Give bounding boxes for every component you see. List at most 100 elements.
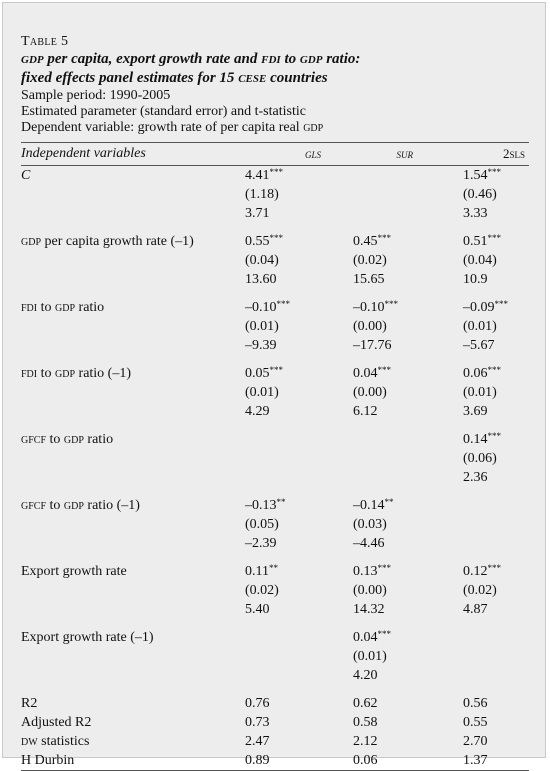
row-label: R2 [21, 694, 239, 713]
cell-tsls: 3.33 [431, 204, 529, 223]
cell-sur-value: (0.02) [353, 251, 425, 270]
cell-gls-value: (0.04) [245, 251, 317, 270]
cell-tsls: 1.37 [431, 751, 529, 771]
cell-sur-value: (0.00) [353, 383, 425, 402]
cell-sur-value: –17.76 [353, 336, 425, 355]
text-segment: gfcf [21, 498, 47, 513]
cell-value: 0.14 [463, 432, 488, 447]
cell-value: (0.00) [353, 583, 387, 598]
cell-value: 3.71 [245, 206, 270, 221]
sample-period: Sample period: 1990-2005 [21, 88, 171, 103]
cell-gls-value: 0.73 [245, 713, 317, 732]
cell-value: (0.01) [245, 319, 279, 334]
text-segment: gdp [303, 120, 324, 135]
row-label: gfcf to gdp ratio [21, 430, 239, 449]
cell-tsls-value: (0.46) [463, 185, 529, 204]
cell-value: (0.46) [463, 187, 497, 202]
cell-value: 0.62 [353, 696, 378, 711]
row-gap [21, 289, 529, 298]
row-gap [21, 421, 529, 430]
text-segment: per capita, export growth rate and [43, 51, 262, 67]
cell-sur: 15.65 [339, 270, 431, 289]
cell-gls-value: 5.40 [245, 600, 317, 619]
cell-gls [239, 628, 339, 647]
cell-sur-value: 15.65 [353, 270, 425, 289]
stats-row: dw statistics 2.47 2.12 2.70 [21, 732, 529, 751]
cell-tsls: (0.01) [431, 383, 529, 402]
cell-value: 14.32 [353, 602, 385, 617]
cell-tsls: 0.56 [431, 694, 529, 713]
table-row: Export growth rate (–1) 0.04*** [21, 628, 529, 647]
text-segment: ratio [83, 432, 114, 447]
cell-gls-value: (0.05) [245, 515, 317, 534]
stats-row: R2 0.76 0.62 0.56 [21, 694, 529, 713]
cell-sur: (0.03) [339, 515, 431, 534]
significance-stars: *** [487, 431, 502, 441]
cell-tsls: 2.36 [431, 468, 529, 487]
text-segment: Export growth rate (–1) [21, 630, 154, 645]
table-row: (0.04) (0.02) (0.04) [21, 251, 529, 270]
cell-value: 0.04 [353, 366, 378, 381]
cell-value: –9.39 [245, 338, 277, 353]
cell-tsls-value: 1.37 [463, 751, 529, 770]
cell-tsls-value: 0.55 [463, 713, 529, 732]
row-gap [21, 553, 529, 562]
table-row: (0.05) (0.03) [21, 515, 529, 534]
cell-value: –0.14 [353, 498, 385, 513]
cell-sur-value: 6.12 [353, 402, 425, 421]
cell-sur-value: 2.12 [353, 732, 425, 751]
cell-tsls [431, 628, 529, 647]
cell-value: 0.55 [245, 234, 270, 249]
cell-sur [339, 204, 431, 223]
cell-value: 6.12 [353, 404, 378, 419]
significance-stars: ** [276, 497, 286, 507]
significance-stars: *** [377, 233, 392, 243]
row-label [21, 402, 239, 421]
row-label [21, 468, 239, 487]
header-independent-variables: Independent variables [21, 146, 146, 161]
table-row: C 4.41*** 1.54*** [21, 166, 529, 185]
text-segment: Dependent variable: growth rate of per c… [21, 120, 304, 135]
cell-sur-value: 14.32 [353, 600, 425, 619]
text-segment: ratio: [322, 51, 361, 67]
cell-sur [339, 166, 431, 185]
cell-value: 0.13 [353, 564, 378, 579]
cell-gls-value: –0.13** [245, 496, 317, 515]
cell-tsls: –0.09*** [431, 298, 529, 317]
cell-value: 0.76 [245, 696, 270, 711]
cell-sur: –0.10*** [339, 298, 431, 317]
row-gap [21, 355, 529, 364]
cell-sur: (0.00) [339, 581, 431, 600]
cell-tsls: 0.14*** [431, 430, 529, 449]
row-gap [21, 685, 529, 694]
cell-tsls-value: 3.69 [463, 402, 529, 421]
cell-gls: (1.18) [239, 185, 339, 204]
cell-value: 0.06 [353, 753, 378, 768]
cell-gls: –2.39 [239, 534, 339, 553]
table-row: 2.36 [21, 468, 529, 487]
row-label: H Durbin [21, 751, 239, 771]
cell-gls-value: –2.39 [245, 534, 317, 553]
cell-sur: –4.46 [339, 534, 431, 553]
cell-sur-value: (0.00) [353, 317, 425, 336]
cell-tsls-value: 0.51*** [463, 232, 529, 251]
text-segment: to [37, 366, 56, 381]
stats-row: Adjusted R2 0.73 0.58 0.55 [21, 713, 529, 732]
cell-value: (0.01) [463, 385, 497, 400]
cell-value: (1.18) [245, 187, 279, 202]
text-segment: dw [21, 734, 38, 749]
row-label: C [21, 166, 239, 185]
cell-sur: 14.32 [339, 600, 431, 619]
cell-gls: 0.89 [239, 751, 339, 771]
cell-sur-value: 0.45*** [353, 232, 425, 251]
cell-gls: –0.13** [239, 496, 339, 515]
cell-value: 5.40 [245, 602, 270, 617]
table-row: 4.20 [21, 666, 529, 685]
cell-value: 0.06 [463, 366, 488, 381]
significance-stars: *** [377, 365, 392, 375]
cell-gls: 13.60 [239, 270, 339, 289]
cell-sur-value: 0.06 [353, 751, 425, 770]
text-segment: fdi [21, 300, 38, 315]
cell-sur: (0.02) [339, 251, 431, 270]
cell-gls-value: (0.01) [245, 317, 317, 336]
